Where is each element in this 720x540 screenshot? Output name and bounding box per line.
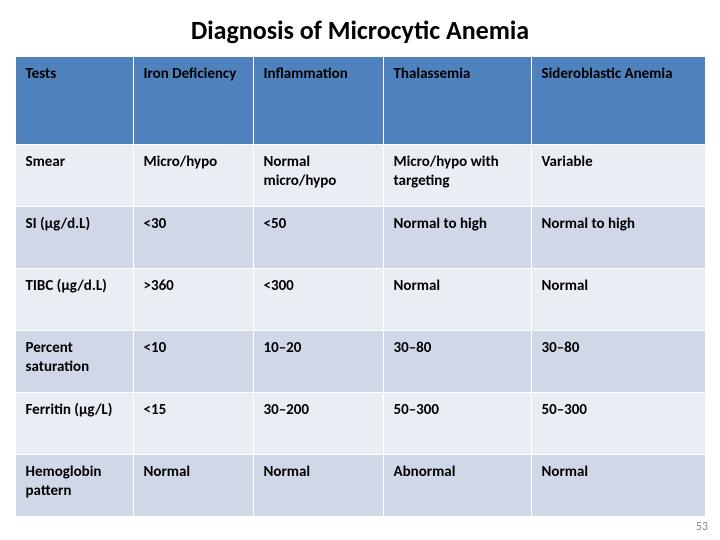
- cell: <300: [253, 269, 383, 331]
- cell: Normal: [531, 269, 705, 331]
- col-header: Tests: [15, 57, 133, 145]
- cell: Normal: [531, 455, 705, 517]
- cell: SI (μg/d.L): [15, 207, 133, 269]
- cell: TIBC (μg/d.L): [15, 269, 133, 331]
- cell: 50–300: [531, 393, 705, 455]
- cell: Normal to high: [531, 207, 705, 269]
- col-header: Iron Deficiency: [133, 57, 253, 145]
- cell: Variable: [531, 145, 705, 207]
- anemia-diagnosis-table: Tests Iron Deficiency Inflammation Thala…: [15, 56, 706, 517]
- cell: Normal: [133, 455, 253, 517]
- cell: Normal: [253, 455, 383, 517]
- table-row: TIBC (μg/d.L) >360 <300 Normal Normal: [15, 269, 705, 331]
- cell: 50–300: [383, 393, 531, 455]
- cell: >360: [133, 269, 253, 331]
- cell: <10: [133, 331, 253, 393]
- cell: <30: [133, 207, 253, 269]
- cell: Percent saturation: [15, 331, 133, 393]
- cell: 30–80: [531, 331, 705, 393]
- cell: <50: [253, 207, 383, 269]
- cell: 10–20: [253, 331, 383, 393]
- table-header-row: Tests Iron Deficiency Inflammation Thala…: [15, 57, 705, 145]
- cell: Smear: [15, 145, 133, 207]
- cell: Abnormal: [383, 455, 531, 517]
- cell: 30–80: [383, 331, 531, 393]
- col-header: Sideroblastic Anemia: [531, 57, 705, 145]
- cell: Hemoglobin pattern: [15, 455, 133, 517]
- cell: Normal: [383, 269, 531, 331]
- table-row: Hemoglobin pattern Normal Normal Abnorma…: [15, 455, 705, 517]
- cell: Normal micro/hypo: [253, 145, 383, 207]
- table-row: Percent saturation <10 10–20 30–80 30–80: [15, 331, 705, 393]
- cell: Ferritin (μg/L): [15, 393, 133, 455]
- cell: 30–200: [253, 393, 383, 455]
- col-header: Inflammation: [253, 57, 383, 145]
- col-header: Thalassemia: [383, 57, 531, 145]
- cell: Normal to high: [383, 207, 531, 269]
- slide-title: Diagnosis of Microcytic Anemia: [0, 0, 720, 56]
- cell: Micro/hypo with targeting: [383, 145, 531, 207]
- table-row: SI (μg/d.L) <30 <50 Normal to high Norma…: [15, 207, 705, 269]
- cell: Micro/hypo: [133, 145, 253, 207]
- page-number: 53: [696, 520, 708, 534]
- cell: <15: [133, 393, 253, 455]
- table-row: Ferritin (μg/L) <15 30–200 50–300 50–300: [15, 393, 705, 455]
- table-row: Smear Micro/hypo Normal micro/hypo Micro…: [15, 145, 705, 207]
